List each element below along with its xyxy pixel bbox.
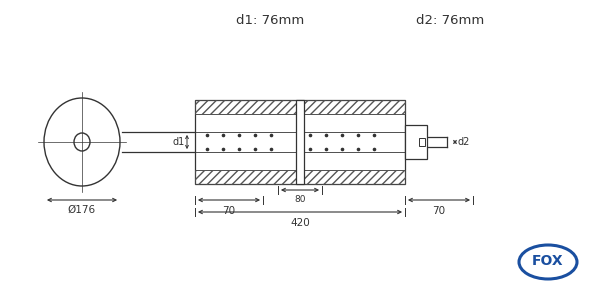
Text: d1: d1 (173, 137, 185, 147)
Text: FOX: FOX (532, 254, 564, 268)
Text: d1: 76mm: d1: 76mm (236, 14, 304, 26)
Text: d2: d2 (457, 137, 469, 147)
Bar (419, 138, 425, 146)
Text: d2: 76mm: d2: 76mm (416, 14, 484, 26)
Bar (300, 100, 405, 114)
Bar (195, 100, 405, 184)
Text: 80: 80 (294, 195, 306, 204)
Bar (195, 170, 300, 184)
Text: Ø176: Ø176 (68, 205, 96, 215)
Bar (300, 170, 405, 184)
Bar (405, 125, 427, 159)
Bar (195, 100, 300, 114)
Text: 420: 420 (290, 218, 310, 228)
Bar (296, 100, 304, 184)
Text: 70: 70 (433, 206, 446, 216)
Text: 70: 70 (223, 206, 236, 216)
